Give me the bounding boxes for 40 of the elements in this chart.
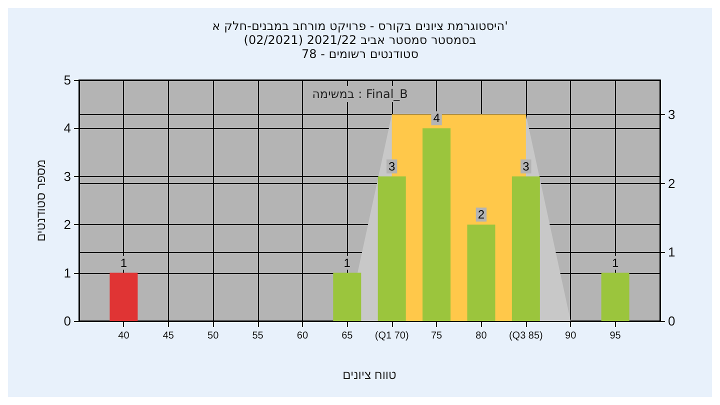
y-tick-label: 2 (64, 217, 71, 232)
y-tick-label: 3 (64, 168, 71, 184)
data-label: 3 (388, 159, 396, 174)
y-tick-label: 1 (64, 265, 71, 280)
y2-tick-label: 3 (668, 106, 676, 122)
data-label: 1 (612, 256, 619, 270)
data-label: 1 (120, 256, 128, 270)
data-label: 3 (522, 159, 530, 174)
x-tick-label: 95 (610, 330, 622, 342)
x-tick-label: 55 (252, 330, 264, 342)
data-label: 4 (433, 111, 440, 126)
annotation: במשימה : Final_B (312, 87, 408, 101)
x-tick-label: 75 (430, 330, 443, 342)
data-label: 1 (344, 256, 351, 270)
y2-tick-label: 1 (668, 244, 676, 260)
x-tick-label: (Q3 85) (508, 330, 543, 342)
x-tick-label: 65 (342, 330, 354, 342)
x-tick-label: 90 (565, 330, 577, 342)
x-tick-label: 45 (162, 330, 174, 342)
x-tick-label: 80 (476, 330, 488, 342)
chart-title: היסטוגרמת ציונים בקורס - פרויקט מורחב במבנים-חלק א' בסמסטר סמסטר אביב 2021/22 (02/2021) סטודנטים רשומים - 78 (212, 19, 508, 61)
bar (601, 272, 630, 321)
bar (110, 272, 138, 321)
y-tick-label: 0 (64, 314, 71, 328)
bar (467, 224, 496, 321)
y2-tick-label: 2 (668, 176, 676, 191)
bar (422, 128, 451, 321)
y-tick-label: 5 (64, 72, 71, 88)
x-tick-label: 50 (208, 330, 220, 342)
x-tick-label: 40 (118, 330, 130, 342)
y2-tick-label: 0 (668, 314, 676, 328)
x-tick-label: 60 (296, 330, 308, 342)
bar (378, 176, 406, 321)
x-axis-title: טווח ציונים (342, 368, 397, 382)
data-label: 2 (478, 208, 485, 222)
y-tick-label: 4 (64, 120, 71, 136)
bar (512, 176, 540, 321)
x-tick-label: (Q1 70) (374, 330, 409, 342)
y-axis-title: מספר סטודנטים (34, 159, 48, 242)
bar (333, 272, 362, 321)
